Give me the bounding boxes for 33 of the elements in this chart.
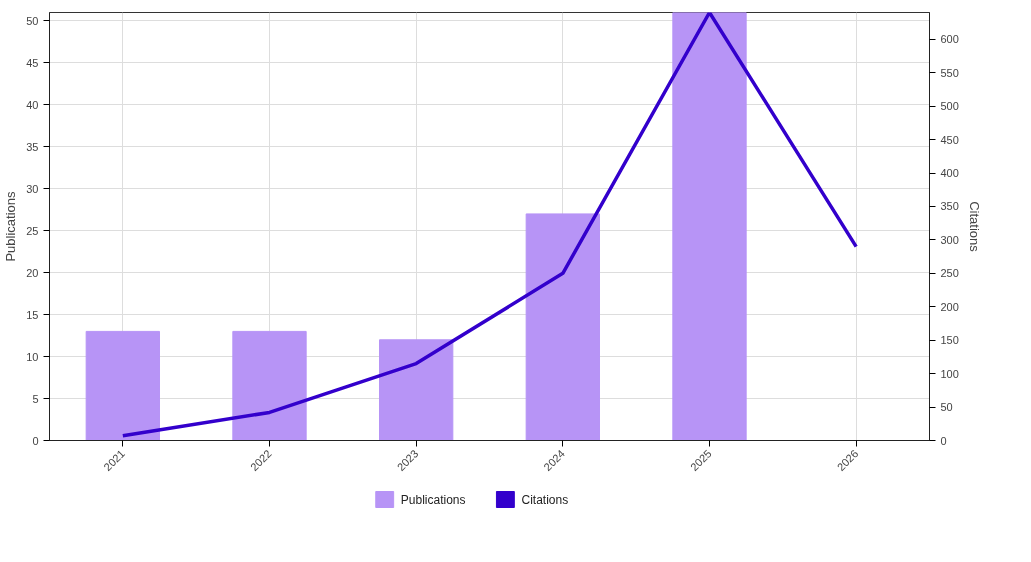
y-tick-label: 40 bbox=[26, 98, 39, 111]
y2-tick-label: 600 bbox=[940, 33, 959, 46]
y2-tick-label: 300 bbox=[940, 233, 959, 246]
y-tick-label: 0 bbox=[32, 434, 39, 447]
y-tick-label: 50 bbox=[26, 14, 39, 27]
y-tick-label: 5 bbox=[32, 392, 39, 405]
y2-tick-label: 550 bbox=[940, 66, 959, 79]
bar bbox=[525, 213, 600, 441]
y2-tick-label: 400 bbox=[940, 167, 959, 179]
y-tick-label: 45 bbox=[26, 56, 39, 69]
y2-axis-title: Citations bbox=[966, 201, 982, 253]
y2-tick-label: 350 bbox=[940, 200, 959, 213]
legend-label: Citations bbox=[521, 492, 569, 507]
y2-tick-label: 0 bbox=[940, 434, 947, 447]
legend-label: Publications bbox=[400, 492, 466, 507]
y2-tick-label: 150 bbox=[940, 334, 959, 347]
y-axis-title: Publications bbox=[3, 190, 19, 262]
y2-tick-label: 200 bbox=[940, 300, 959, 313]
y2-tick-label: 50 bbox=[940, 401, 953, 414]
y-tick-label: 15 bbox=[26, 308, 39, 321]
y-tick-label: 35 bbox=[26, 140, 39, 153]
bar bbox=[379, 339, 454, 441]
y2-tick-label: 100 bbox=[940, 367, 959, 380]
bar bbox=[232, 330, 307, 441]
y-tick-label: 25 bbox=[26, 224, 39, 237]
y-tick-label: 20 bbox=[26, 266, 39, 279]
y-tick-label: 30 bbox=[26, 182, 39, 195]
y2-tick-label: 250 bbox=[940, 267, 959, 280]
bar bbox=[672, 12, 747, 441]
bar bbox=[85, 330, 160, 441]
y2-tick-label: 450 bbox=[940, 133, 959, 146]
y-tick-label: 10 bbox=[26, 350, 39, 363]
y2-tick-label: 500 bbox=[940, 100, 959, 113]
